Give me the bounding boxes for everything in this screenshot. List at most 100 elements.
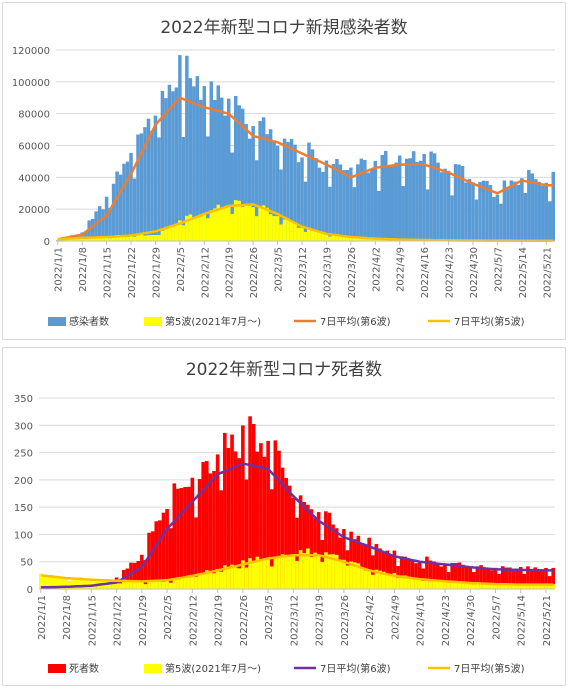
- bar: [153, 234, 158, 241]
- bar: [254, 216, 259, 241]
- bar: [199, 99, 203, 241]
- x-tick-label: 2022/1/22: [127, 247, 138, 298]
- bar: [417, 579, 422, 589]
- bar: [42, 576, 47, 589]
- bar: [380, 155, 385, 241]
- bar: [418, 160, 423, 241]
- x-tick-label: 2022/3/19: [315, 595, 326, 646]
- bar: [269, 489, 274, 589]
- bar: [209, 210, 214, 241]
- bar: [544, 567, 548, 589]
- bar: [268, 214, 273, 241]
- bar: [490, 570, 494, 589]
- x-tick-label: 2022/3/26: [347, 247, 358, 298]
- bar: [472, 584, 476, 589]
- bar: [179, 487, 184, 589]
- bar: [125, 237, 130, 241]
- legend-label: 7日平均(第6波): [320, 315, 391, 328]
- bar: [540, 584, 545, 589]
- legend: 感染者数 第5波(2021年7月～) 7日平均(第6波) 7日平均(第5波): [48, 315, 525, 328]
- bar: [551, 171, 555, 241]
- y-tick-label: 150: [14, 503, 33, 514]
- bar: [60, 576, 65, 589]
- bar: [78, 577, 83, 589]
- bar: [429, 151, 433, 241]
- bar: [284, 554, 288, 589]
- bar: [425, 579, 429, 589]
- bar: [248, 558, 252, 589]
- bar: [460, 165, 465, 241]
- bar: [516, 184, 521, 241]
- bar: [508, 567, 512, 589]
- bar: [247, 203, 252, 241]
- bar: [118, 583, 122, 589]
- bar: [178, 55, 182, 241]
- bar: [139, 133, 144, 241]
- bar: [425, 189, 430, 241]
- bar: [160, 90, 165, 241]
- bar: [241, 560, 245, 589]
- x-tick-label: 2022/2/26: [249, 247, 260, 298]
- bar: [417, 561, 422, 589]
- bar: [523, 192, 528, 241]
- bar: [202, 213, 207, 241]
- bar: [468, 583, 473, 589]
- bar: [303, 231, 308, 241]
- y-tick-label: 250: [14, 449, 33, 460]
- bar: [111, 183, 116, 241]
- bar: [526, 584, 530, 589]
- x-tick-label: 2022/4/9: [390, 595, 401, 640]
- bar: [356, 237, 360, 241]
- x-tick-label: 2022/1/22: [113, 595, 124, 646]
- bar: [370, 168, 374, 241]
- x-axis-ticks: 2022/1/1 2022/1/8 2022/1/15 2022/1/22 2022/1…: [37, 589, 553, 646]
- bar: [439, 172, 444, 241]
- bar: [247, 138, 252, 241]
- bar: [206, 218, 210, 241]
- bar: [506, 186, 510, 241]
- bar: [223, 115, 227, 241]
- bar: [172, 578, 177, 589]
- bar: [306, 504, 310, 589]
- bar: [219, 571, 224, 589]
- bar: [73, 238, 77, 241]
- bar: [125, 568, 130, 589]
- bar: [136, 561, 141, 589]
- bar: [499, 203, 503, 241]
- bar: [331, 164, 336, 241]
- legend-label: 感染者数: [69, 315, 109, 328]
- bar: [87, 238, 91, 241]
- bar: [490, 583, 494, 589]
- bar: [370, 574, 375, 589]
- bar: [303, 181, 308, 241]
- y-axis-ticks: 0 50 100 150 200 250 300 350: [14, 394, 33, 596]
- bar: [132, 581, 137, 589]
- y-tick-label: 100: [14, 530, 33, 541]
- bar: [511, 570, 516, 589]
- bar: [197, 573, 202, 589]
- bar: [439, 581, 444, 589]
- bar: [176, 488, 180, 589]
- bar: [551, 567, 555, 589]
- bar: [342, 529, 346, 589]
- bar: [307, 142, 311, 241]
- bar: [168, 528, 173, 589]
- bar: [472, 572, 476, 589]
- bar: [216, 85, 221, 241]
- bar: [190, 477, 195, 589]
- bar: [194, 576, 198, 589]
- bar: [403, 556, 408, 589]
- bar: [226, 98, 231, 241]
- bar: [399, 575, 404, 589]
- x-tick-label: 2022/2/5: [176, 247, 187, 292]
- x-tick-label: 2022/5/14: [518, 247, 529, 298]
- bar: [277, 450, 281, 589]
- bar: [273, 440, 278, 589]
- bar: [83, 231, 88, 241]
- bar: [486, 583, 491, 589]
- bar: [114, 579, 119, 589]
- bar: [209, 81, 214, 241]
- bar: [331, 554, 335, 589]
- bar: [279, 224, 283, 241]
- bar: [111, 237, 116, 241]
